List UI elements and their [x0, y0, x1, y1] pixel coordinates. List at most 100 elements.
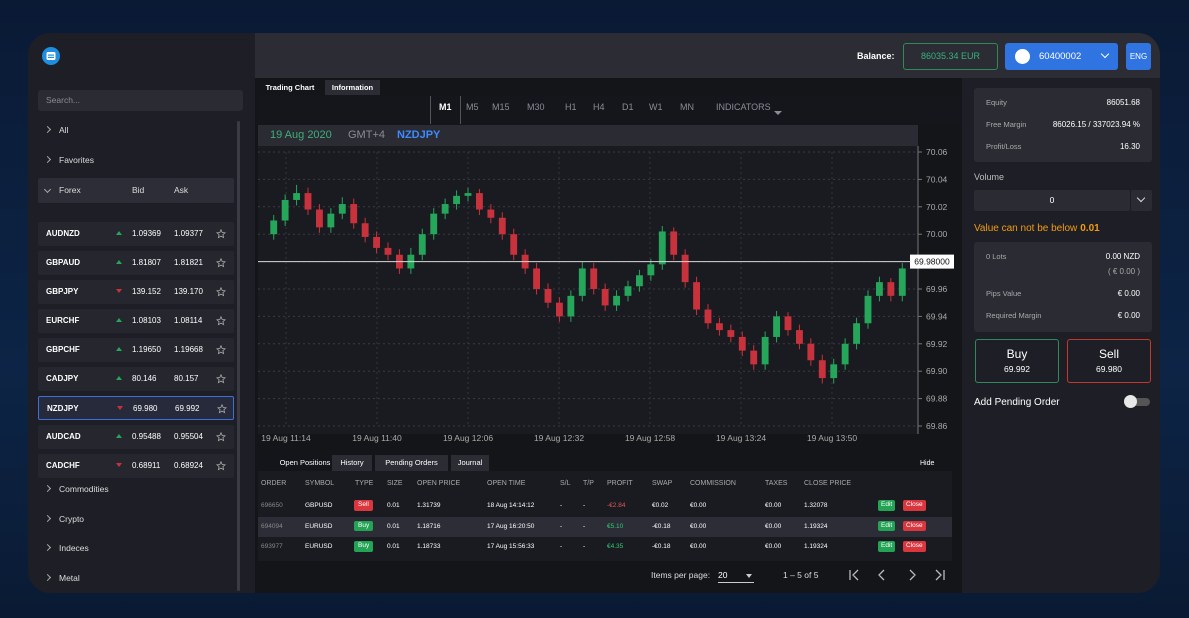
- candle-body: [441, 204, 449, 214]
- action-button[interactable]: Close: [903, 520, 926, 531]
- symbol: GBPJPY: [46, 287, 79, 296]
- lots-label: 0 Lots: [986, 252, 1007, 261]
- column-header: PROFIT: [607, 480, 633, 487]
- group-label[interactable]: Crypto: [59, 513, 85, 524]
- timeframe[interactable]: MN: [680, 102, 694, 112]
- timeframe[interactable]: D1: [622, 102, 634, 112]
- candle-body: [270, 220, 278, 235]
- timeframe[interactable]: M1: [430, 96, 461, 124]
- timeframe[interactable]: M5: [466, 102, 479, 112]
- candle-body: [853, 323, 860, 344]
- chevron: [43, 544, 52, 552]
- positions-tab[interactable]: Pending Orders: [375, 455, 448, 471]
- group-label[interactable]: Favorites: [59, 155, 94, 165]
- hide-button[interactable]: Hide: [920, 460, 935, 467]
- chart-tab[interactable]: Information: [325, 80, 380, 95]
- volume-label: Volume: [974, 172, 1005, 182]
- stat-value: 86051.68: [1106, 98, 1140, 107]
- candle-body: [830, 364, 838, 379]
- account-number: 60400002: [1039, 51, 1082, 62]
- bid: 69.980: [133, 404, 158, 413]
- account-button[interactable]: 60400002: [1005, 43, 1118, 70]
- favorite-star[interactable]: [216, 316, 226, 326]
- candle-body: [681, 254, 689, 283]
- candle-body: [361, 223, 369, 237]
- table-cell: -: [583, 543, 586, 550]
- instrument-row[interactable]: NZDJPY 69.980 69.992: [38, 396, 234, 420]
- favorite-star[interactable]: [217, 404, 227, 414]
- stat-label: Pips Value: [986, 289, 1022, 298]
- instrument-row[interactable]: GBPJPY 139.152 139.170: [38, 280, 234, 304]
- table-cell: €0.00: [690, 502, 707, 509]
- volume-input[interactable]: 0: [974, 190, 1130, 211]
- stat-label: Free Margin: [986, 120, 1027, 129]
- volume-dropdown[interactable]: [1131, 190, 1152, 211]
- indicators-button[interactable]: INDICATORS: [716, 102, 771, 112]
- table-cell: Sell: [354, 500, 373, 511]
- group-label[interactable]: Commodities: [59, 484, 109, 494]
- timeframe[interactable]: M15: [492, 102, 510, 112]
- timeframe[interactable]: H4: [593, 102, 605, 112]
- candle-body: [636, 275, 643, 287]
- timeframe[interactable]: H1: [565, 102, 577, 112]
- instrument-row[interactable]: EURCHF 1.08103 1.08114: [38, 309, 234, 333]
- toggle-knob: [1124, 395, 1137, 408]
- action-button[interactable]: Edit: [878, 520, 896, 531]
- instrument-row[interactable]: AUDNZD 1.09369 1.09377: [38, 222, 234, 246]
- column-header: Ask: [174, 185, 189, 195]
- group-label[interactable]: All: [59, 125, 69, 135]
- positions-tab[interactable]: Open Positions: [258, 455, 352, 471]
- page-range: 1 – 5 of 5: [783, 570, 819, 580]
- favorite-star[interactable]: [216, 287, 226, 297]
- action-button[interactable]: Edit: [878, 541, 896, 552]
- group-label[interactable]: Forex: [59, 185, 81, 195]
- candle-body: [693, 282, 700, 310]
- chart-tab[interactable]: Trading Chart: [260, 80, 320, 95]
- pagination-icons[interactable]: [848, 568, 958, 582]
- price-label-box: [910, 254, 954, 269]
- table-cell: -€0.18: [652, 543, 671, 550]
- ask: 1.81821: [174, 258, 203, 267]
- buy-button[interactable]: Buy 69.992: [975, 339, 1059, 383]
- favorite-star[interactable]: [216, 345, 226, 355]
- group-label[interactable]: Metal: [59, 573, 80, 584]
- instrument-row[interactable]: AUDCAD 0.95488 0.95504: [38, 425, 234, 449]
- column-header: S/L: [560, 480, 571, 487]
- symbol: AUDCAD: [46, 432, 81, 441]
- search-box[interactable]: Search...: [38, 90, 243, 111]
- y-tick-label: 70.04: [926, 174, 948, 184]
- column-header: ORDER: [261, 480, 287, 487]
- instrument-row[interactable]: CADJPY 80.146 80.157: [38, 367, 234, 391]
- instrument-row[interactable]: GBPCHF 1.19650 1.19668: [38, 338, 234, 362]
- language-button[interactable]: ENG: [1126, 43, 1151, 70]
- favorite-star[interactable]: [216, 258, 226, 268]
- button-label: Sell: [1098, 347, 1119, 361]
- favorite-star[interactable]: [216, 374, 226, 384]
- direction-arrow: [116, 434, 122, 438]
- action-button[interactable]: Close: [903, 500, 926, 511]
- ask: 1.09377: [174, 229, 203, 238]
- action-button[interactable]: Edit: [878, 500, 896, 511]
- items-per-page[interactable]: 20: [718, 571, 754, 583]
- positions-tab[interactable]: History: [332, 455, 372, 471]
- plot-background: [258, 146, 918, 434]
- group-label[interactable]: Indeces: [59, 543, 89, 554]
- table-cell: 1.18733: [417, 543, 441, 550]
- timeframe[interactable]: M30: [527, 102, 545, 112]
- favorite-star[interactable]: [216, 461, 226, 471]
- chart-symbol: NZDJPY: [397, 129, 441, 141]
- table-cell: Buy: [354, 520, 374, 531]
- sell-button[interactable]: Sell 69.980: [1067, 339, 1151, 383]
- warning-min: 0.01: [1080, 223, 1100, 234]
- candle-body: [464, 193, 472, 196]
- table-cell: 1.19324: [804, 522, 828, 530]
- action-button[interactable]: Close: [903, 541, 926, 552]
- instrument-row[interactable]: CADCHF 0.68911 0.68924: [38, 454, 234, 478]
- favorite-star[interactable]: [216, 432, 226, 442]
- positions-tab[interactable]: Journal: [451, 455, 489, 471]
- pending-toggle[interactable]: [1128, 398, 1150, 406]
- instrument-row[interactable]: GBPAUD 1.81807 1.81821: [38, 251, 234, 275]
- favorite-star[interactable]: [216, 229, 226, 239]
- table-cell: EURUSD: [305, 522, 333, 530]
- timeframe[interactable]: W1: [649, 102, 663, 112]
